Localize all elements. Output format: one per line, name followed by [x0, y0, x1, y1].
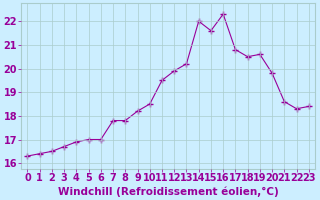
X-axis label: Windchill (Refroidissement éolien,°C): Windchill (Refroidissement éolien,°C) [58, 186, 278, 197]
